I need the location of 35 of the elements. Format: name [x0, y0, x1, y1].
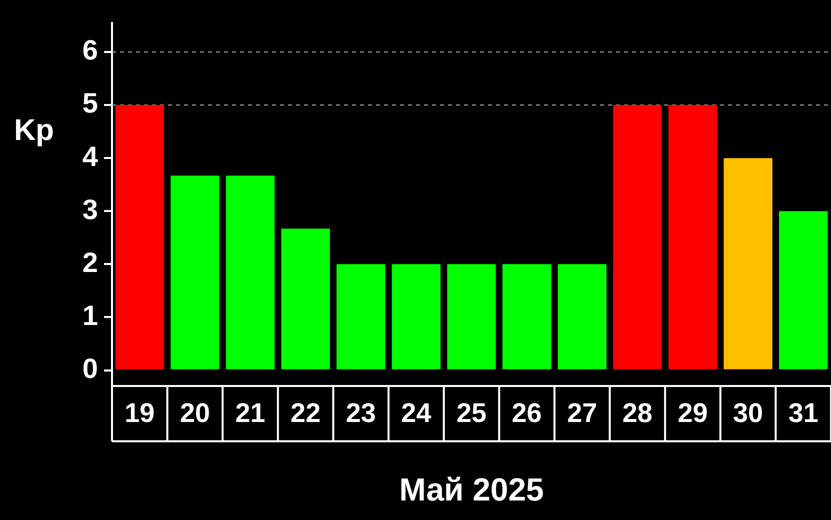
y-tick-label: 2 — [82, 246, 98, 278]
x-tick-label: 23 — [346, 398, 376, 428]
x-axis-title: Май 2025 — [399, 472, 544, 508]
bar — [668, 105, 718, 370]
bar — [502, 264, 552, 370]
x-tick-label: 30 — [733, 398, 764, 428]
x-tick-label: 29 — [678, 398, 708, 428]
x-tick-label: 21 — [235, 398, 266, 428]
x-tick-label: 24 — [401, 398, 432, 428]
bar — [170, 176, 220, 370]
x-tick-label: 27 — [567, 398, 598, 428]
y-tick-label: 3 — [82, 194, 98, 225]
y-tick-label: 1 — [82, 300, 98, 331]
bar — [613, 105, 662, 370]
bar — [447, 264, 496, 370]
bar — [281, 228, 330, 370]
bar — [558, 264, 606, 370]
x-tick-label: 25 — [456, 398, 487, 428]
y-tick-label: 4 — [82, 140, 98, 172]
bar — [779, 211, 828, 370]
x-tick-label: 22 — [290, 398, 321, 428]
bar — [392, 264, 441, 370]
bar — [724, 158, 772, 370]
x-tick-label: 28 — [622, 398, 652, 428]
x-tick-label: 26 — [512, 398, 542, 428]
x-tick-label: 19 — [124, 398, 155, 428]
bar — [336, 264, 386, 370]
y-tick-label: 5 — [82, 88, 98, 119]
x-tick-label: 20 — [180, 398, 210, 428]
x-tick-label: 31 — [788, 398, 818, 428]
y-tick-label: 0 — [82, 353, 98, 384]
bar — [226, 176, 275, 370]
bar — [115, 105, 164, 370]
y-tick-label: 6 — [82, 34, 98, 66]
y-axis-title: Kp — [14, 114, 54, 147]
